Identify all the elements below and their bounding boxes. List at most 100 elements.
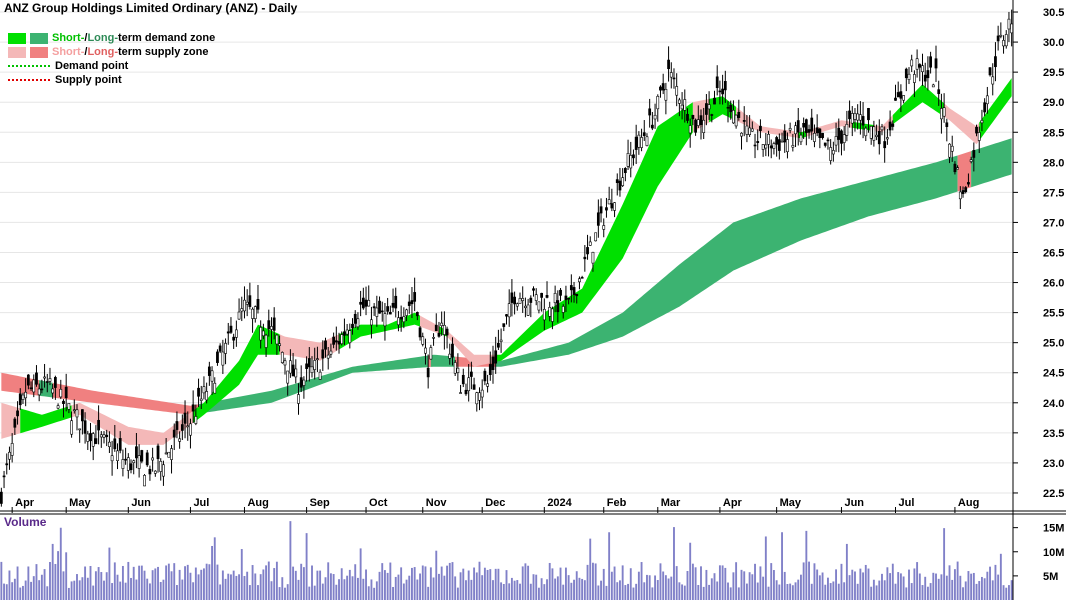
candle-body — [78, 428, 82, 431]
candle-body — [588, 241, 592, 246]
candle-body — [64, 386, 68, 399]
candle-body — [283, 360, 287, 366]
candle-body — [518, 298, 522, 304]
candle-body — [732, 110, 735, 124]
candle-body — [210, 370, 214, 382]
candle-body — [345, 329, 349, 335]
candle-body — [964, 187, 968, 193]
candle-body — [426, 367, 430, 378]
candle-body — [794, 125, 797, 135]
candle-body — [802, 122, 806, 128]
candle-body — [578, 278, 581, 283]
short-term-demand-zone — [495, 102, 693, 362]
candle-body — [456, 367, 460, 373]
candle-body — [842, 134, 846, 143]
legend-demand-point: Demand point — [8, 59, 215, 73]
candle-body — [494, 350, 498, 364]
candle-body — [375, 307, 379, 317]
candle-body — [318, 371, 322, 380]
candle-body — [942, 107, 946, 117]
candle-body — [537, 301, 541, 311]
candle-body — [202, 386, 206, 394]
candle-body — [307, 358, 311, 368]
candle-body — [996, 35, 1000, 42]
candle-body — [510, 292, 514, 303]
candle-body — [767, 134, 770, 145]
candle-body — [488, 364, 492, 375]
short-term-demand-zone — [20, 405, 72, 434]
candle-body — [5, 463, 9, 466]
candle-body — [332, 336, 335, 345]
candle-body — [16, 410, 19, 417]
candle-body — [524, 305, 527, 309]
candle-body — [799, 134, 803, 143]
volume-label: Volume — [4, 515, 47, 529]
candle-body — [813, 132, 816, 142]
candle-body — [994, 56, 997, 68]
candle-body — [642, 132, 646, 136]
candle-body — [453, 362, 457, 374]
long-term-demand-zone — [198, 355, 429, 414]
candle-body — [675, 86, 679, 96]
candle-body — [610, 203, 614, 209]
candle-body — [575, 293, 579, 297]
candle-body — [205, 391, 209, 401]
candle-body — [556, 300, 560, 313]
legend-supply-zone-text: term supply zone — [118, 46, 209, 58]
candle-body — [275, 334, 279, 345]
candle-body — [940, 108, 943, 120]
candle-body — [921, 65, 924, 73]
candle-body — [229, 325, 233, 333]
candle-body — [245, 301, 249, 305]
candle-body — [472, 384, 476, 390]
candle-body — [904, 68, 908, 79]
candle-body — [353, 313, 357, 324]
candle-body — [29, 387, 33, 390]
candle-body — [397, 317, 400, 326]
candle-body — [718, 90, 722, 93]
candle-body — [10, 443, 14, 456]
candle-body — [559, 289, 562, 296]
candle-body — [980, 120, 984, 124]
candle-body — [470, 371, 473, 377]
candle-body — [983, 102, 987, 113]
candle-body — [534, 294, 538, 301]
candle-body — [742, 120, 746, 122]
short-term-supply-zone — [71, 402, 194, 445]
candle-body — [807, 129, 811, 133]
candle-body — [83, 420, 87, 434]
price-tick-label: 27.0 — [1043, 217, 1064, 229]
candle-body — [775, 137, 779, 145]
candle-body — [580, 277, 584, 279]
candle-body — [532, 288, 535, 291]
candle-body — [91, 433, 95, 447]
candle-body — [521, 298, 525, 301]
short-term-supply-zone — [447, 330, 496, 367]
candle-body — [894, 97, 897, 101]
candle-body — [410, 300, 414, 305]
candle-body — [464, 389, 468, 395]
candle-body — [248, 295, 252, 307]
short-term-supply-zone — [944, 103, 980, 145]
candle-body — [118, 438, 122, 451]
candle-body — [829, 147, 833, 161]
candle-body — [618, 180, 622, 191]
candle-body — [607, 199, 611, 205]
candle-body — [81, 409, 84, 422]
candle-body — [280, 352, 284, 363]
candle-body — [372, 306, 376, 309]
candle-body — [26, 374, 30, 386]
candle-body — [769, 145, 773, 149]
long-term-supply-zone — [52, 382, 199, 415]
candle-body — [551, 308, 554, 322]
candle-body — [97, 419, 100, 431]
candle-body — [923, 74, 927, 82]
price-tick-label: 26.5 — [1043, 247, 1064, 259]
candle-body — [478, 392, 481, 401]
candle-body — [164, 452, 168, 455]
candle-body — [596, 212, 600, 226]
short-term-supply-zone — [873, 115, 893, 133]
legend-sep-text: / — [84, 32, 88, 44]
candle-body — [702, 119, 706, 133]
candle-body — [977, 132, 981, 141]
